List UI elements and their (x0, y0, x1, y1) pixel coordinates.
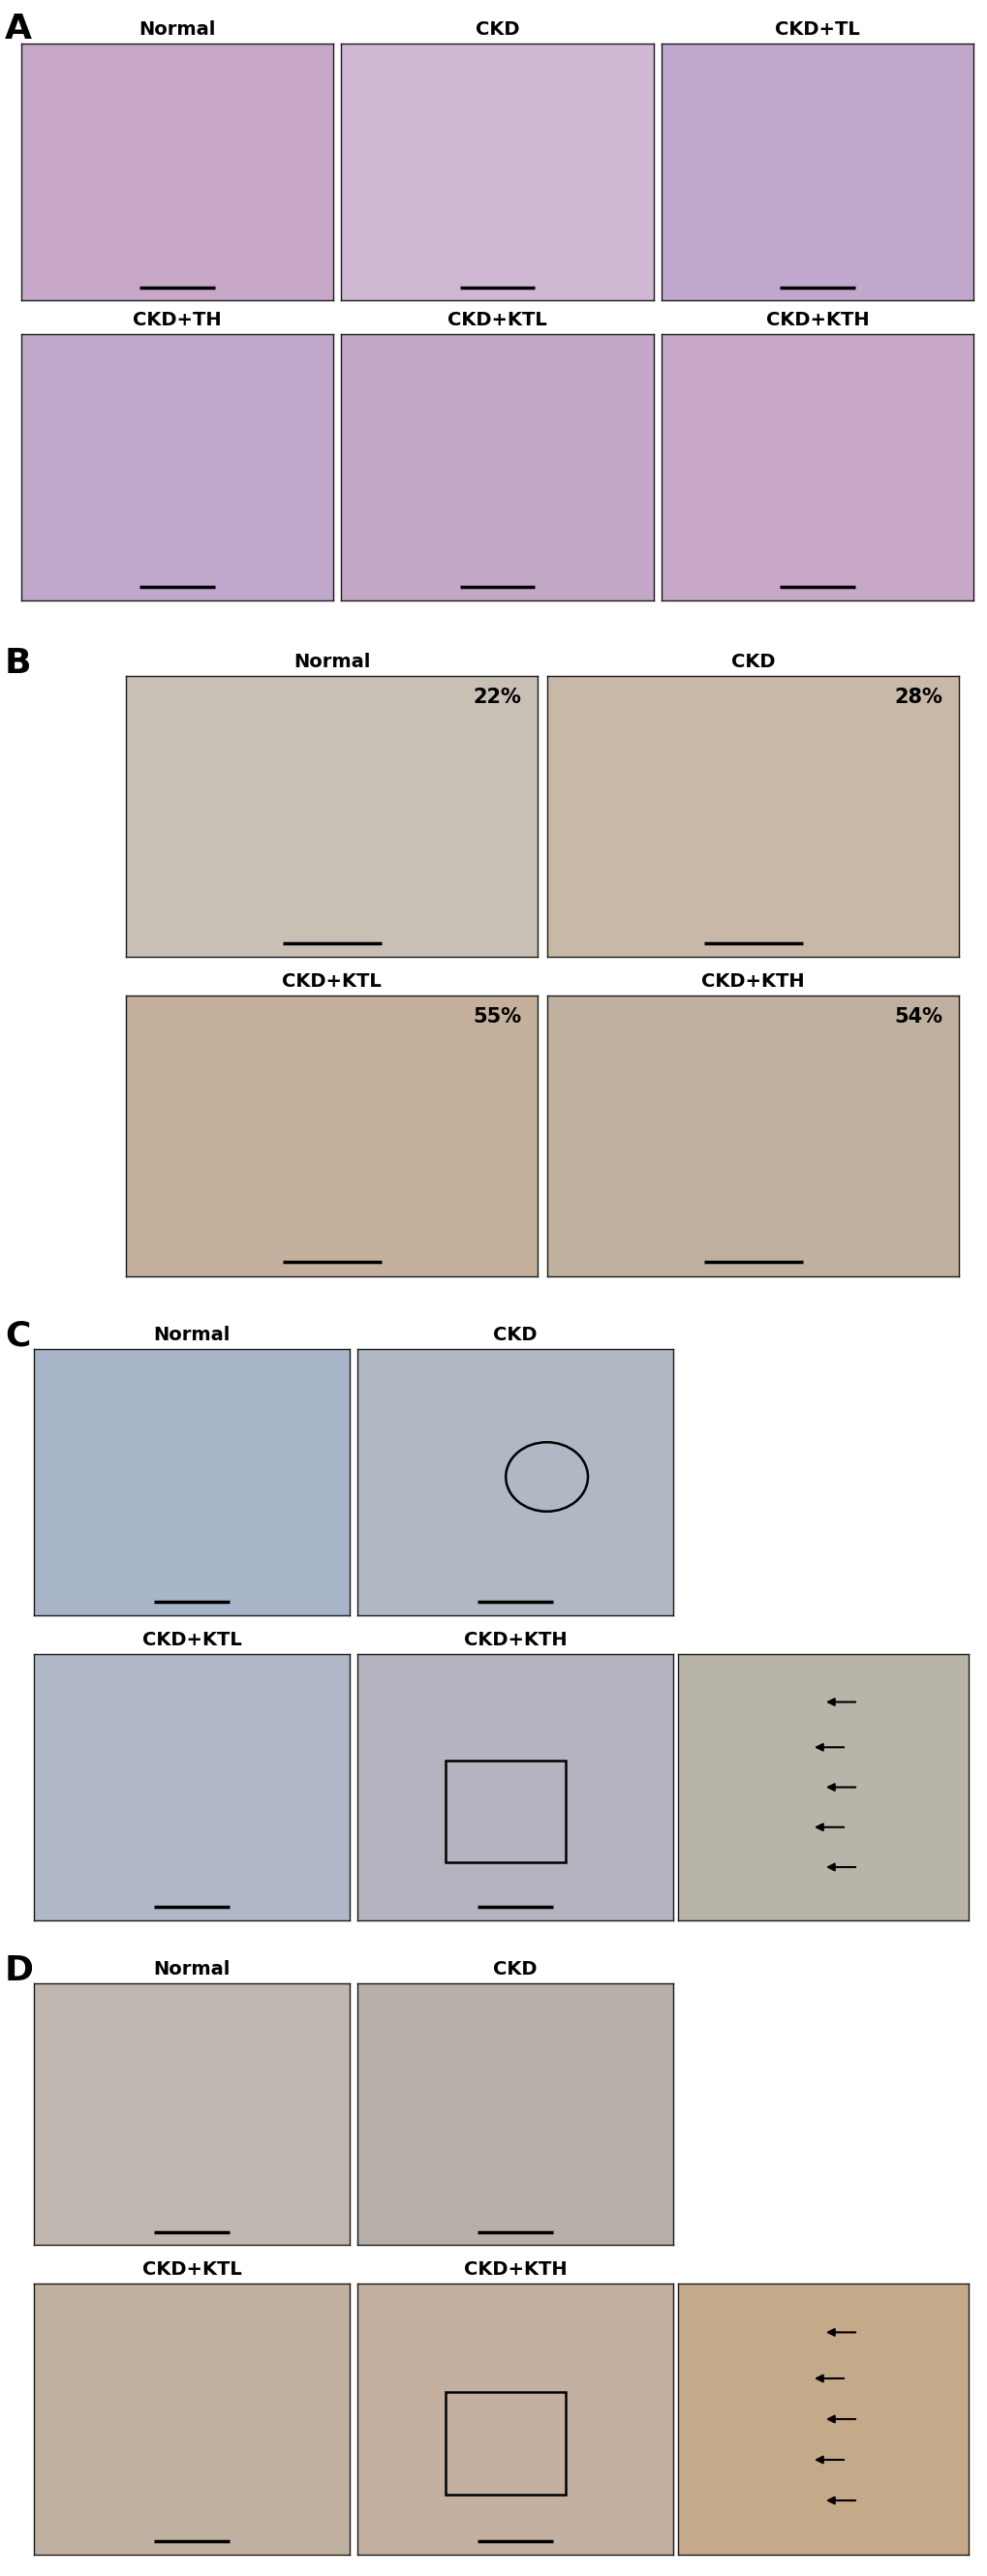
Text: CKD+KTH: CKD+KTH (463, 1631, 567, 1649)
Text: 28%: 28% (893, 688, 942, 706)
Text: Normal: Normal (153, 1327, 230, 1345)
Text: CKD+KTL: CKD+KTL (281, 971, 381, 992)
Text: CKD+KTH: CKD+KTH (765, 312, 869, 330)
Text: CKD+KTL: CKD+KTL (142, 1631, 241, 1649)
Text: CKD: CKD (475, 21, 519, 39)
Text: CKD+TH: CKD+TH (133, 312, 221, 330)
Text: C: C (5, 1319, 31, 1352)
Text: 55%: 55% (472, 1007, 520, 1025)
Text: CKD+KTL: CKD+KTL (447, 312, 547, 330)
Text: CKD: CKD (730, 652, 775, 672)
Text: CKD: CKD (493, 1327, 537, 1345)
Text: CKD+TL: CKD+TL (774, 21, 859, 39)
Text: Normal: Normal (139, 21, 215, 39)
Text: Normal: Normal (153, 1960, 230, 1978)
Text: A: A (5, 13, 32, 46)
Text: D: D (5, 1955, 34, 1986)
Text: 22%: 22% (473, 688, 520, 706)
Text: Normal: Normal (293, 652, 370, 672)
Text: CKD+KTL: CKD+KTL (142, 2259, 241, 2280)
Text: CKD: CKD (493, 1960, 537, 1978)
Text: B: B (5, 647, 32, 680)
Text: 54%: 54% (893, 1007, 942, 1025)
Text: CKD+KTH: CKD+KTH (701, 971, 804, 992)
Text: CKD+KTH: CKD+KTH (463, 2259, 567, 2280)
